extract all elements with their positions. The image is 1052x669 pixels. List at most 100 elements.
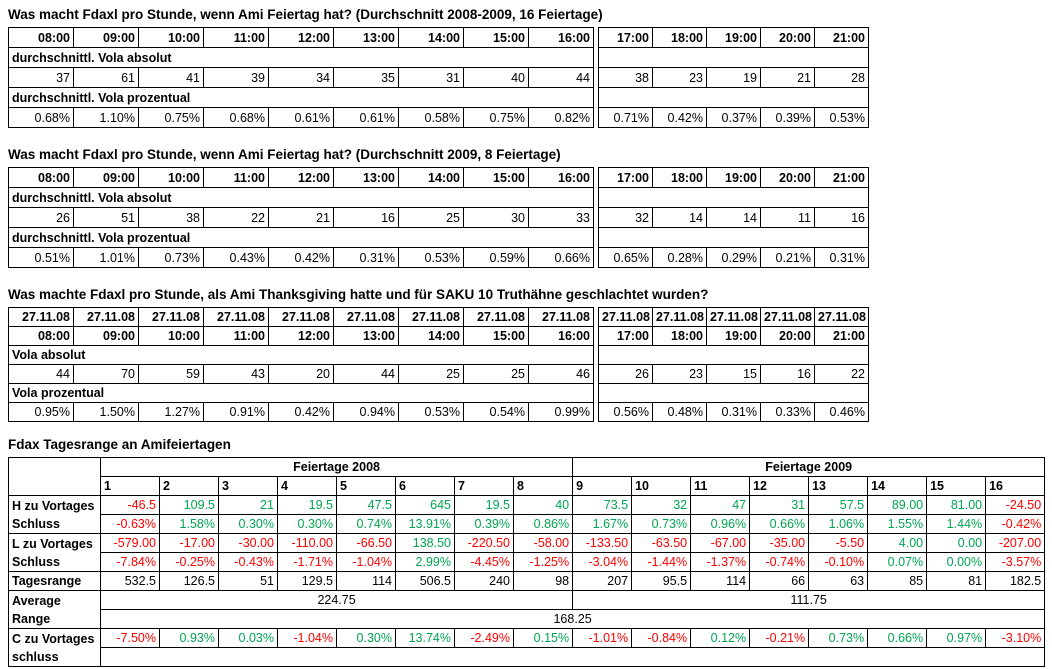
vola-prozentual-cell[interactable]: 0.65%	[598, 247, 653, 268]
value-cell[interactable]: -1.71%	[277, 552, 337, 572]
section-label-cell[interactable]: Vola absolut	[8, 345, 594, 365]
section-label-cell[interactable]	[598, 345, 869, 365]
value-cell[interactable]: 98	[512, 571, 574, 591]
vola-prozentual-cell[interactable]: 0.58%	[398, 107, 464, 128]
vola-prozentual-cell[interactable]: 1.50%	[73, 402, 139, 422]
date-header-cell[interactable]: 27.11.08	[203, 307, 269, 327]
value-cell[interactable]: 0.73%	[631, 514, 692, 534]
row-label-cell[interactable]: C zu Vortages schluss	[8, 628, 101, 667]
value-cell[interactable]: 240	[454, 571, 514, 591]
value-cell[interactable]: 47	[690, 495, 751, 515]
vola-prozentual-cell[interactable]: 0.82%	[528, 107, 594, 128]
value-cell[interactable]: -0.43%	[218, 552, 278, 572]
value-cell[interactable]: 0.96%	[690, 514, 751, 534]
vola-prozentual-cell[interactable]: 0.48%	[652, 402, 707, 422]
hour-header-cell[interactable]: 16:00	[528, 27, 594, 48]
hour-header-cell[interactable]: 10:00	[138, 326, 204, 346]
vola-absolut-cell[interactable]: 14	[706, 207, 761, 228]
hour-header-cell[interactable]: 09:00	[73, 326, 139, 346]
vola-absolut-cell[interactable]: 70	[73, 364, 139, 384]
hour-header-cell[interactable]: 18:00	[652, 167, 707, 188]
value-cell[interactable]: 1.06%	[808, 514, 869, 534]
date-header-cell[interactable]: 27.11.08	[528, 307, 594, 327]
vola-prozentual-cell[interactable]: 0.99%	[528, 402, 594, 422]
section-label-cell[interactable]	[598, 383, 869, 403]
vola-absolut-cell[interactable]: 44	[333, 364, 399, 384]
vola-absolut-cell[interactable]: 37	[8, 67, 74, 88]
vola-prozentual-cell[interactable]: 0.51%	[8, 247, 74, 268]
hour-header-cell[interactable]: 10:00	[138, 167, 204, 188]
value-cell[interactable]: -58.00	[512, 533, 574, 553]
col-number-cell[interactable]: 10	[631, 476, 692, 496]
value-cell[interactable]: 32	[631, 495, 692, 515]
hour-header-cell[interactable]: 16:00	[528, 326, 594, 346]
date-header-cell[interactable]: 27.11.08	[398, 307, 464, 327]
value-cell[interactable]: 0.30%	[336, 628, 396, 648]
row-label-cell[interactable]: H zu Vortages Schluss	[8, 495, 101, 534]
average-2008-cell[interactable]: 224.75	[99, 590, 574, 610]
value-cell[interactable]: -110.00	[277, 533, 337, 553]
value-cell[interactable]: 31	[749, 495, 810, 515]
vola-prozentual-cell[interactable]: 0.59%	[463, 247, 529, 268]
col-number-cell[interactable]: 4	[277, 476, 337, 496]
hour-header-cell[interactable]: 15:00	[463, 167, 529, 188]
value-cell[interactable]: 81.00	[926, 495, 987, 515]
value-cell[interactable]: 0.39%	[454, 514, 514, 534]
vola-prozentual-cell[interactable]: 0.53%	[398, 247, 464, 268]
vola-absolut-cell[interactable]: 43	[203, 364, 269, 384]
value-cell[interactable]: 2.99%	[395, 552, 455, 572]
hour-header-cell[interactable]: 11:00	[203, 167, 269, 188]
vola-prozentual-cell[interactable]: 0.31%	[814, 247, 869, 268]
hour-header-cell[interactable]: 12:00	[268, 27, 334, 48]
vola-prozentual-cell[interactable]: 0.68%	[203, 107, 269, 128]
hour-header-cell[interactable]: 21:00	[814, 27, 869, 48]
vola-prozentual-cell[interactable]: 0.31%	[333, 247, 399, 268]
value-cell[interactable]: 0.12%	[690, 628, 751, 648]
vola-prozentual-cell[interactable]: 0.43%	[203, 247, 269, 268]
value-cell[interactable]: -5.50	[808, 533, 869, 553]
value-cell[interactable]: 0.00	[926, 533, 987, 553]
vola-absolut-cell[interactable]: 26	[8, 207, 74, 228]
section-label-cell[interactable]	[598, 187, 869, 208]
value-cell[interactable]: 138.50	[395, 533, 455, 553]
vola-absolut-cell[interactable]: 25	[398, 207, 464, 228]
hour-header-cell[interactable]: 20:00	[760, 27, 815, 48]
value-cell[interactable]: 57.5	[808, 495, 869, 515]
value-cell[interactable]: 51	[218, 571, 278, 591]
value-cell[interactable]: 506.5	[395, 571, 455, 591]
value-cell[interactable]: 85	[867, 571, 928, 591]
value-cell[interactable]: 129.5	[277, 571, 337, 591]
vola-absolut-cell[interactable]: 25	[463, 364, 529, 384]
value-cell[interactable]: 63	[808, 571, 869, 591]
hour-header-cell[interactable]: 17:00	[598, 326, 653, 346]
vola-prozentual-cell[interactable]: 0.71%	[598, 107, 653, 128]
hour-header-cell[interactable]: 12:00	[268, 167, 334, 188]
date-header-cell[interactable]: 27.11.08	[814, 307, 869, 327]
value-cell[interactable]: 89.00	[867, 495, 928, 515]
section-label-cell[interactable]	[598, 87, 869, 108]
value-cell[interactable]: 114	[336, 571, 396, 591]
value-cell[interactable]: -1.37%	[690, 552, 751, 572]
value-cell[interactable]: 13.91%	[395, 514, 455, 534]
vola-prozentual-cell[interactable]: 0.61%	[333, 107, 399, 128]
date-header-cell[interactable]: 27.11.08	[652, 307, 707, 327]
value-cell[interactable]: 182.5	[985, 571, 1046, 591]
value-cell[interactable]: 19.5	[454, 495, 514, 515]
hour-header-cell[interactable]: 20:00	[760, 326, 815, 346]
value-cell[interactable]: 0.03%	[218, 628, 278, 648]
vola-prozentual-cell[interactable]: 0.53%	[398, 402, 464, 422]
col-number-cell[interactable]: 3	[218, 476, 278, 496]
vola-absolut-cell[interactable]: 22	[814, 364, 869, 384]
value-cell[interactable]: -1.25%	[512, 552, 574, 572]
value-cell[interactable]: -35.00	[749, 533, 810, 553]
col-number-cell[interactable]: 12	[749, 476, 810, 496]
value-cell[interactable]: -0.74%	[749, 552, 810, 572]
value-cell[interactable]: 0.15%	[512, 628, 574, 648]
vola-prozentual-cell[interactable]: 0.54%	[463, 402, 529, 422]
hour-header-cell[interactable]: 11:00	[203, 326, 269, 346]
value-cell[interactable]: -7.50%	[100, 628, 160, 648]
vola-prozentual-cell[interactable]: 0.42%	[268, 402, 334, 422]
vola-prozentual-cell[interactable]: 0.56%	[598, 402, 653, 422]
vola-absolut-cell[interactable]: 38	[598, 67, 653, 88]
value-cell[interactable]: -0.84%	[631, 628, 692, 648]
